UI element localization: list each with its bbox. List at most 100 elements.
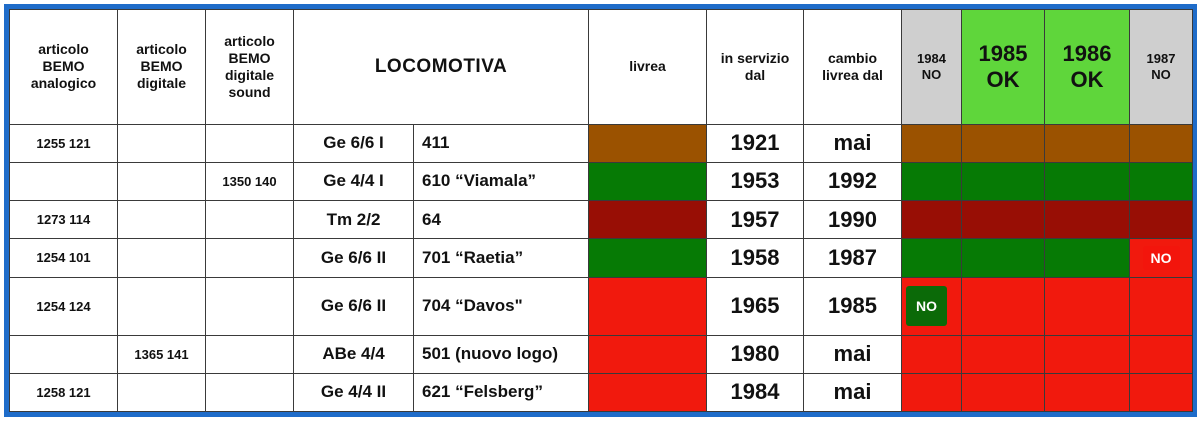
cell-1985 [961,334,1046,374]
cell-1987 [1129,372,1194,413]
header-line: digitale [136,75,186,92]
cell-name: 64 [412,200,590,240]
header-1984: 1984 NO [901,9,963,125]
table-row: 1255 121 Ge 6/6 I 411 1921 mai [9,123,1194,163]
cell-livrea-swatch [588,161,708,202]
header-line: NO [1151,66,1171,82]
cell-in-servizio: 1957 [706,200,805,240]
cell-1987 [1129,334,1194,374]
cell-digitale [117,276,206,336]
header-in-servizio: in servizio dal [706,9,805,125]
header-1986: 1986 OK [1044,9,1131,125]
cell-analogico: 1255 121 [9,123,118,163]
header-line: NO [921,66,942,82]
header-line: 1984 [917,50,946,66]
cell-1987 [1129,200,1194,240]
cell-in-servizio: 1984 [706,372,805,413]
cell-1984 [901,372,963,413]
cell-1986 [1044,200,1131,240]
header-cambio-livrea: cambio livrea dal [803,9,903,125]
cell-1987 [1129,123,1194,163]
table-row: 1254 124 Ge 6/6 II 704 “Davos" 1965 1985 NO [9,276,1194,336]
header-line: sound [228,83,271,100]
cell-type: Ge 6/6 II [293,238,414,278]
table-row: 1273 114 Tm 2/2 64 1957 1990 [9,200,1194,240]
header-line: digitale [224,66,274,83]
cell-analogico: 1254 124 [9,276,118,336]
header-line: livrea dal [822,66,883,83]
cell-1984 [901,200,963,240]
cell-in-servizio: 1958 [706,238,805,278]
cell-cambio-livrea: 1987 [803,238,903,278]
cell-analogico: 1254 101 [9,238,118,278]
cell-in-servizio: 1965 [706,276,805,336]
cell-livrea-swatch [588,334,708,374]
cell-analogico [9,334,118,374]
cell-in-servizio: 1953 [706,161,805,202]
cell-1984 [901,123,963,163]
cell-analogico [9,161,118,202]
header-line: articolo [136,41,187,58]
cell-name: 701 “Raetia” [412,238,590,278]
cell-1985 [961,238,1046,278]
cell-digitale-sound [205,238,294,278]
header-line: 1986 [1062,40,1112,66]
no-badge: NO [1142,245,1180,270]
cell-1987 [1129,276,1194,336]
cell-1986 [1044,334,1131,374]
header-line: OK [1070,66,1104,92]
cell-in-servizio: 1921 [706,123,805,163]
cell-livrea-swatch [588,200,708,240]
header-line: BEMO [140,58,183,75]
cell-name: 704 “Davos" [412,276,590,336]
cell-digitale-sound: 1350 140 [205,161,294,202]
header-line: in servizio [720,49,790,66]
cell-digitale: 1365 141 [117,334,206,374]
table-frame: articolo BEMO analogico articolo BEMO di… [4,4,1197,417]
header-analogico: articolo BEMO analogico [9,9,118,125]
header-line: dal [744,66,766,83]
cell-digitale-sound [205,372,294,413]
cell-livrea-swatch [588,123,708,163]
cell-1984 [901,334,963,374]
cell-cambio-livrea: 1990 [803,200,903,240]
header-line: analogico [30,75,97,92]
cell-cambio-livrea: 1992 [803,161,903,202]
header-line: articolo [38,41,89,58]
cell-livrea-swatch [588,238,708,278]
cell-name: 501 (nuovo logo) [412,334,590,374]
header-locomotiva: LOCOMOTIVA [292,9,590,125]
cell-digitale-sound [205,123,294,163]
cell-1984: NO [901,276,963,336]
cell-1987: NO [1129,238,1194,278]
cell-1986 [1044,276,1131,336]
cell-1985 [961,372,1046,413]
cell-cambio-livrea: mai [803,123,903,163]
table-row: 1350 140 Ge 4/4 I 610 “Viamala” 1953 1992 [9,161,1194,202]
header-line: 1985 [978,40,1028,66]
cell-type: Ge 4/4 II [293,372,414,413]
cell-type: Tm 2/2 [293,200,414,240]
cell-in-servizio: 1980 [706,334,805,374]
header-digitale-sound: articolo BEMO digitale sound [205,9,294,125]
cell-1984 [901,161,963,202]
cell-1986 [1044,372,1131,413]
cell-cambio-livrea: mai [803,372,903,413]
cell-digitale [117,200,206,240]
cell-1985 [961,200,1046,240]
cell-1985 [961,161,1046,202]
cell-type: ABe 4/4 [293,334,414,374]
locomotive-livery-table: articolo BEMO analogico articolo BEMO di… [9,9,1194,413]
cell-digitale-sound [205,334,294,374]
cell-digitale-sound [205,200,294,240]
cell-digitale [117,161,206,202]
header-line: BEMO [42,58,85,75]
cell-cambio-livrea: 1985 [803,276,903,336]
cell-digitale [117,123,206,163]
cell-digitale [117,238,206,278]
table-body: 1255 121 Ge 6/6 I 411 1921 mai 1350 140 Ge 4/4… [9,123,1194,413]
header-line: OK [986,66,1020,92]
table-row: 1365 141 ABe 4/4 501 (nuovo logo) 1980 mai [9,334,1194,374]
table-row: 1258 121 Ge 4/4 II 621 “Felsberg” 1984 mai [9,372,1194,413]
header-1987: 1987 NO [1129,9,1194,125]
